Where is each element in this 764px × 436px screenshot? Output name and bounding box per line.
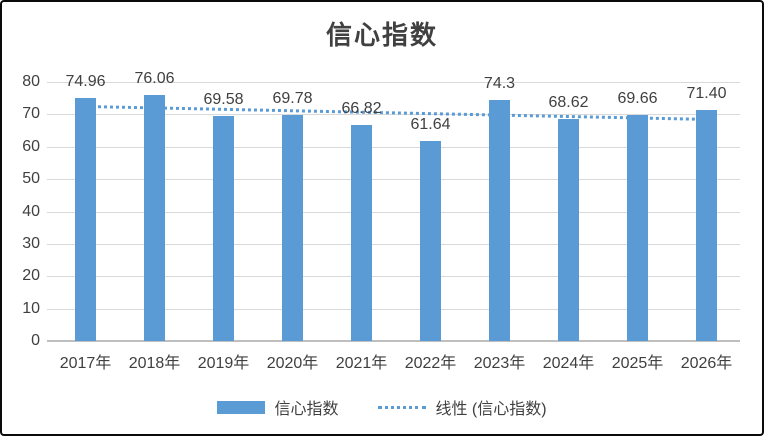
- bar: [489, 100, 510, 341]
- bar-value-label: 69.78: [272, 90, 313, 108]
- gridline: [47, 179, 740, 181]
- bar: [558, 118, 579, 341]
- bar: [144, 94, 165, 341]
- bar-value-label: 74.3: [483, 75, 516, 93]
- x-tick-label: 2023年: [473, 355, 526, 372]
- y-tick-label: 10: [22, 299, 40, 317]
- bar-value-label: 66.82: [341, 99, 382, 117]
- y-tick-label: 70: [22, 105, 40, 123]
- x-tick-label: 2026年: [680, 355, 733, 372]
- gridline: [47, 114, 740, 116]
- bar: [696, 109, 717, 341]
- legend-item-series: 信心指数: [217, 395, 338, 419]
- legend: 信心指数 线性 (信心指数): [2, 395, 762, 419]
- bar: [627, 115, 648, 341]
- bar-series-swatch-icon: [217, 400, 266, 414]
- gridline: [47, 308, 740, 310]
- gridline: [47, 276, 740, 278]
- gridline: [47, 243, 740, 245]
- legend-label-series: 信心指数: [274, 401, 339, 418]
- gridline: [47, 146, 740, 148]
- x-tick-label: 2021年: [335, 355, 388, 372]
- bar: [75, 98, 96, 341]
- x-tick-label: 2025年: [611, 355, 664, 372]
- y-tick-label: 20: [22, 267, 40, 285]
- bar: [420, 141, 441, 341]
- x-tick-label: 2019年: [197, 355, 250, 372]
- gridline: [47, 82, 740, 83]
- bar: [213, 115, 234, 341]
- x-tick-label: 2017年: [59, 355, 112, 372]
- y-tick-label: 30: [22, 234, 40, 252]
- gridline: [47, 211, 740, 213]
- y-tick-label: 50: [22, 170, 40, 188]
- x-tick-label: 2022年: [404, 355, 457, 372]
- y-tick-label: 0: [31, 332, 40, 349]
- bar: [282, 115, 303, 341]
- x-tick-label: 2018年: [128, 355, 181, 372]
- bar-value-label: 61.64: [410, 116, 451, 134]
- y-tick-label: 40: [22, 202, 40, 220]
- trendline-swatch-icon: [378, 405, 427, 409]
- y-tick-label: 80: [22, 73, 40, 90]
- bar-value-label: 74.96: [65, 73, 106, 91]
- bar-value-label: 76.06: [134, 69, 175, 87]
- bar-value-label: 68.62: [548, 93, 589, 111]
- bar-value-label: 71.40: [686, 84, 727, 102]
- bar: [351, 124, 372, 341]
- bar-value-label: 69.66: [617, 90, 658, 108]
- y-tick-label: 60: [22, 137, 40, 155]
- bar-value-label: 69.58: [203, 90, 244, 108]
- chart-title: 信心指数: [325, 20, 438, 50]
- x-tick-label: 2020年: [266, 355, 319, 372]
- legend-label-trendline: 线性 (信心指数): [435, 401, 547, 418]
- legend-item-trendline: 线性 (信心指数): [378, 395, 547, 419]
- x-tick-label: 2024年: [542, 355, 595, 372]
- x-axis-line: [47, 340, 740, 342]
